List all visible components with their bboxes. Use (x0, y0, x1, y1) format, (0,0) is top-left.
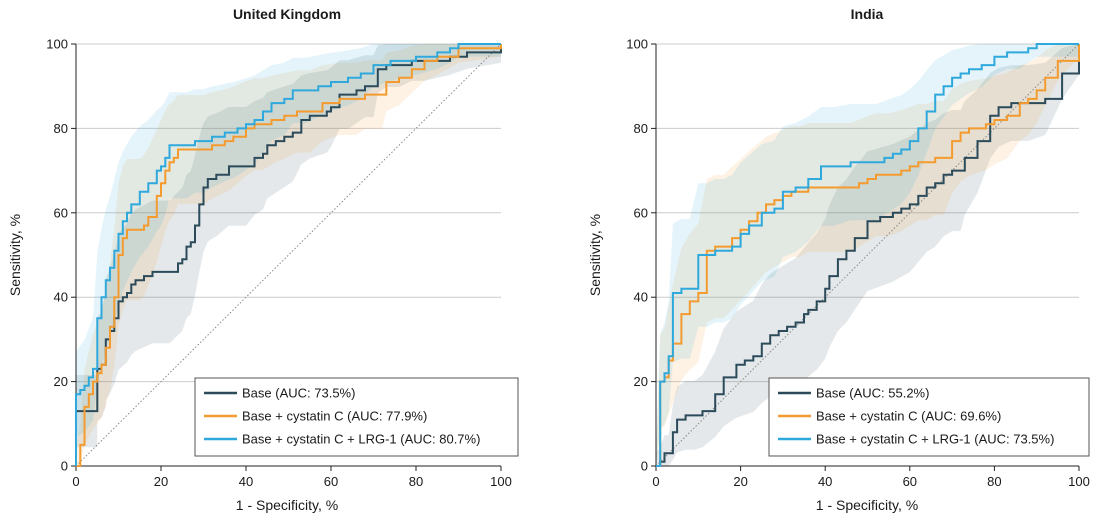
y-tick-label: 0 (641, 459, 648, 474)
panel-india: India 1 - Specificity, % Sensitivity, % … (587, 6, 1090, 513)
confidence-band (76, 44, 501, 466)
roc-line-base-cystatin-c-lrg-1 (75, 43, 501, 466)
y-tick-label: 40 (634, 290, 648, 305)
y-tick-label: 0 (61, 459, 68, 474)
y-tick-label: 60 (54, 205, 68, 220)
legend: Base (AUC: 55.2%) Base + cystatin C (AUC:… (768, 377, 1090, 457)
x-tick-label: 40 (239, 474, 253, 489)
y-tick-label: 80 (54, 121, 68, 136)
legend-entry: Base (AUC: 55.2%) (816, 386, 929, 401)
x-tick-label: 80 (987, 474, 1001, 489)
y-tick-label: 60 (634, 205, 648, 220)
x-ticks: 0 20 40 60 80 100 (652, 466, 1090, 489)
panel-united-kingdom: United Kingdom 1 - Specificity, % Sensit… (7, 6, 519, 513)
x-tick-label: 100 (1068, 474, 1090, 489)
legend-entry: Base + cystatin C + LRG-1 (AUC: 80.7%) (242, 432, 480, 447)
x-tick-label: 20 (733, 474, 747, 489)
y-axis-label: Sensitivity, % (7, 214, 23, 296)
confidence-band (656, 44, 1079, 466)
y-tick-label: 100 (46, 37, 68, 52)
roc-line-base (75, 48, 502, 466)
legend-entry: Base + cystatin C (AUC: 69.6%) (816, 409, 1001, 424)
x-axis-label: 1 - Specificity, % (236, 497, 338, 513)
x-tick-label: 20 (154, 474, 168, 489)
y-ticks: 0 20 40 60 80 100 (626, 37, 656, 474)
roc-line-base-cystatin-c-lrg-1 (656, 43, 1079, 467)
y-tick-label: 100 (626, 37, 648, 52)
y-axis-label: Sensitivity, % (587, 214, 603, 296)
roc-line-base-cystatin-c (76, 44, 502, 467)
y-tick-label: 20 (54, 374, 68, 389)
legend-box (194, 377, 519, 457)
legend-entry: Base + cystatin C + LRG-1 (AUC: 73.5%) (816, 432, 1054, 447)
x-ticks: 0 20 40 60 80 100 (72, 466, 512, 489)
y-tick-label: 40 (54, 290, 68, 305)
x-tick-label: 40 (818, 474, 832, 489)
chart-title: United Kingdom (233, 6, 341, 22)
x-axis-label: 1 - Specificity, % (816, 497, 918, 513)
legend: Base (AUC: 73.5%) Base + cystatin C (AUC:… (194, 377, 519, 457)
legend-entry: Base + cystatin C (AUC: 77.9%) (242, 409, 427, 424)
roc-line-base-cystatin-c (656, 44, 1080, 467)
roc-curves (656, 43, 1080, 467)
roc-curves (75, 43, 502, 467)
y-ticks: 0 20 40 60 80 100 (46, 37, 76, 474)
x-tick-label: 100 (490, 474, 512, 489)
legend-box (768, 377, 1090, 457)
x-tick-label: 80 (409, 474, 423, 489)
legend-entry: Base (AUC: 73.5%) (242, 386, 355, 401)
reference-diagonal (655, 43, 1080, 467)
x-tick-label: 0 (72, 474, 79, 489)
x-tick-label: 0 (652, 474, 659, 489)
y-tick-label: 20 (634, 374, 648, 389)
y-tick-label: 80 (634, 121, 648, 136)
x-tick-label: 60 (903, 474, 917, 489)
chart-title: India (851, 6, 884, 22)
x-tick-label: 60 (324, 474, 338, 489)
roc-line-base (656, 56, 1080, 467)
